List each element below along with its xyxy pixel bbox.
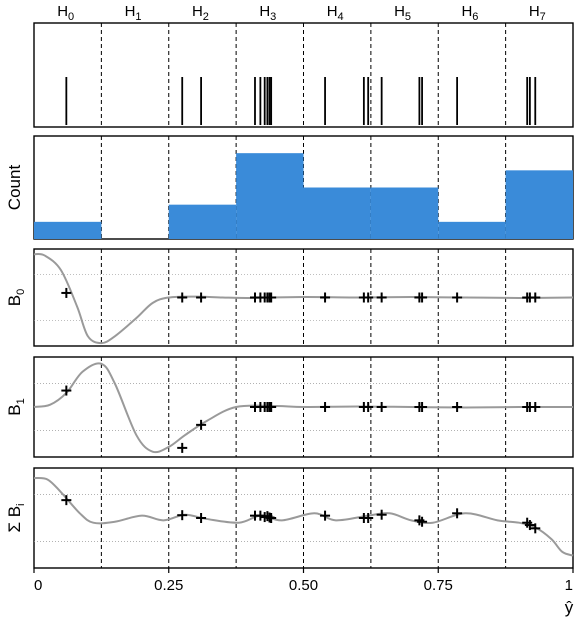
- y-axis-label: Σ Bi: [5, 503, 27, 532]
- panel-b1: B1: [5, 356, 574, 458]
- sample-marker: [530, 292, 541, 303]
- bin-label-3: H3: [259, 3, 276, 23]
- sample-marker: [61, 385, 72, 396]
- sample-marker: [530, 402, 541, 412]
- sample-marker: [376, 509, 387, 520]
- sample-marker: [196, 292, 207, 303]
- sample-marker: [417, 402, 428, 412]
- count-bar: [438, 221, 506, 239]
- sample-marker: [363, 402, 374, 412]
- sample-marker: [530, 523, 541, 534]
- sample-marker: [196, 419, 207, 430]
- sample-marker: [266, 513, 277, 523]
- bin-label-6: H6: [461, 3, 478, 23]
- sample-marker: [177, 442, 188, 453]
- sample-marker: [452, 292, 463, 303]
- y-axis-label: B0: [5, 289, 27, 306]
- sample-marker: [452, 508, 463, 519]
- bin-label-2: H2: [192, 3, 209, 23]
- count-bar: [34, 221, 102, 239]
- sample-marker: [177, 292, 188, 303]
- sample-marker: [363, 292, 374, 303]
- bin-label-1: H1: [125, 3, 142, 23]
- sample-marker: [376, 402, 387, 412]
- panel-sum: Σ Bi: [5, 467, 574, 569]
- panel-count: Count: [5, 135, 574, 240]
- x-tick-label: 0.50: [289, 577, 318, 594]
- basis-curve: [33, 252, 574, 345]
- sample-marker: [177, 510, 188, 521]
- count-bar: [370, 187, 439, 239]
- bin-label-0: H0: [57, 3, 74, 23]
- x-axis: 0 0.25 0.50 0.75 1 ŷ: [33, 568, 574, 617]
- x-tick-label: 0.75: [424, 577, 453, 594]
- sample-marker: [61, 287, 72, 298]
- sample-marker: [452, 402, 463, 412]
- x-tick-label: 0: [34, 577, 42, 594]
- y-axis-label: Count: [5, 165, 24, 211]
- chart-panels: Count B0 B1 Σ Bi: [5, 22, 574, 569]
- x-axis-label: ŷ: [565, 598, 574, 617]
- sample-marker: [417, 516, 428, 527]
- y-axis-label: B1: [5, 398, 27, 415]
- bin-label-5: H5: [394, 3, 411, 23]
- basis-curve: [33, 362, 574, 454]
- bin-labels: H0 H1 H2 H3 H4 H5 H6 H7: [57, 3, 546, 23]
- basis-curve: [33, 476, 574, 557]
- bin-label-7: H7: [529, 3, 546, 23]
- count-bar: [505, 170, 573, 239]
- panel-rug: [33, 22, 574, 128]
- count-bar: [303, 187, 371, 239]
- sample-marker: [417, 292, 428, 303]
- sample-marker: [320, 292, 331, 303]
- bin-label-4: H4: [327, 3, 344, 23]
- count-bar: [168, 204, 237, 239]
- x-tick-label: 1: [565, 577, 573, 594]
- sample-marker: [363, 513, 374, 523]
- sample-marker: [61, 495, 72, 506]
- sample-marker: [320, 402, 331, 412]
- sample-marker: [320, 510, 331, 521]
- sample-marker: [266, 402, 277, 412]
- count-bar: [236, 153, 304, 239]
- x-tick-label: 0.25: [154, 577, 183, 594]
- sample-marker: [266, 292, 277, 303]
- sample-marker: [524, 520, 535, 531]
- sample-marker: [196, 513, 207, 523]
- sample-marker: [376, 292, 387, 303]
- panel-b0: B0: [5, 248, 574, 347]
